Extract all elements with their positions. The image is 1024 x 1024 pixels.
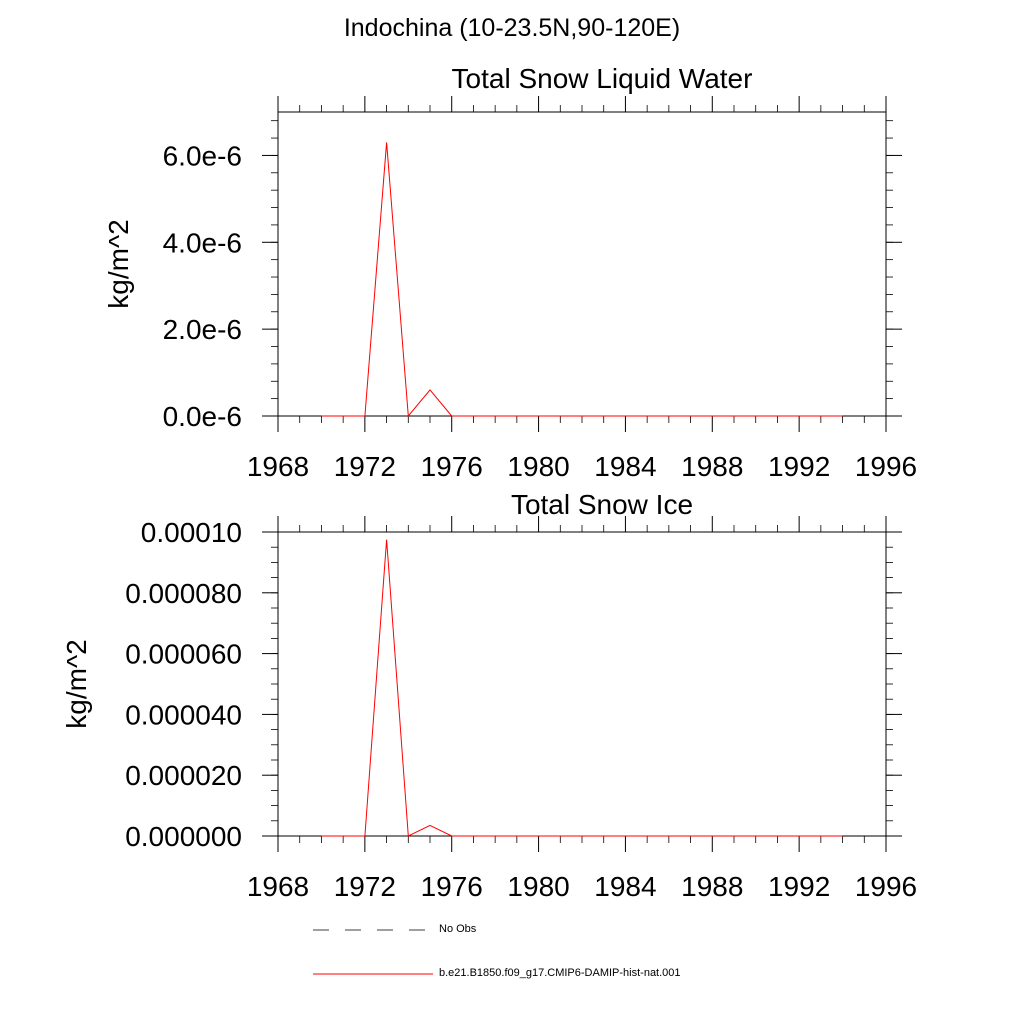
series-line xyxy=(321,142,843,418)
y-tick-label: 0.000000 xyxy=(125,821,242,852)
x-tick-label: 1980 xyxy=(507,451,569,482)
chart-title: Total Snow Liquid Water xyxy=(452,63,753,94)
x-tick-label: 1984 xyxy=(594,451,656,482)
chart-panel-liquid-water: Total Snow Liquid Water kg/m^2 1968 1972 197… xyxy=(103,63,917,482)
y-axis-label: kg/m^2 xyxy=(103,219,134,308)
plot-frame xyxy=(277,111,887,417)
y-tick-label: 0.000040 xyxy=(125,699,242,730)
y-tick-label: 0.000060 xyxy=(125,639,242,670)
x-tick-label: 1996 xyxy=(855,871,917,902)
x-tick-label: 1972 xyxy=(334,451,396,482)
y-tick-label: 0.00010 xyxy=(141,517,242,548)
x-tick-label: 1968 xyxy=(247,451,309,482)
x-tick-label: 1992 xyxy=(768,451,830,482)
y-tick-label: 0.0e-6 xyxy=(163,401,242,432)
y-axis-label: kg/m^2 xyxy=(61,639,92,728)
chart-title: Total Snow Ice xyxy=(511,489,693,520)
page-title: Indochina (10-23.5N,90-120E) xyxy=(343,14,681,42)
chart-panel-snow-ice: Total Snow Ice kg/m^2 1968 1972 1976 1980 1984… xyxy=(61,489,917,902)
y-tick-label: 0.000020 xyxy=(125,760,242,791)
y-tick-label: 0.000080 xyxy=(125,578,242,609)
y-tick-label: 4.0e-6 xyxy=(163,227,242,258)
x-tick-label: 1984 xyxy=(594,871,656,902)
y-tick-label: 2.0e-6 xyxy=(163,314,242,345)
x-tick-label: 1968 xyxy=(247,871,309,902)
series-line xyxy=(321,539,843,837)
plot-frame xyxy=(277,531,887,837)
x-tick-label: 1988 xyxy=(681,871,743,902)
x-tick-label: 1972 xyxy=(334,871,396,902)
x-tick-label: 1980 xyxy=(507,871,569,902)
x-tick-label: 1988 xyxy=(681,451,743,482)
x-tick-label: 1976 xyxy=(421,451,483,482)
y-tick-label: 6.0e-6 xyxy=(163,140,242,171)
x-tick-label: 1996 xyxy=(855,451,917,482)
x-tick-label: 1976 xyxy=(421,871,483,902)
x-tick-label: 1992 xyxy=(768,871,830,902)
